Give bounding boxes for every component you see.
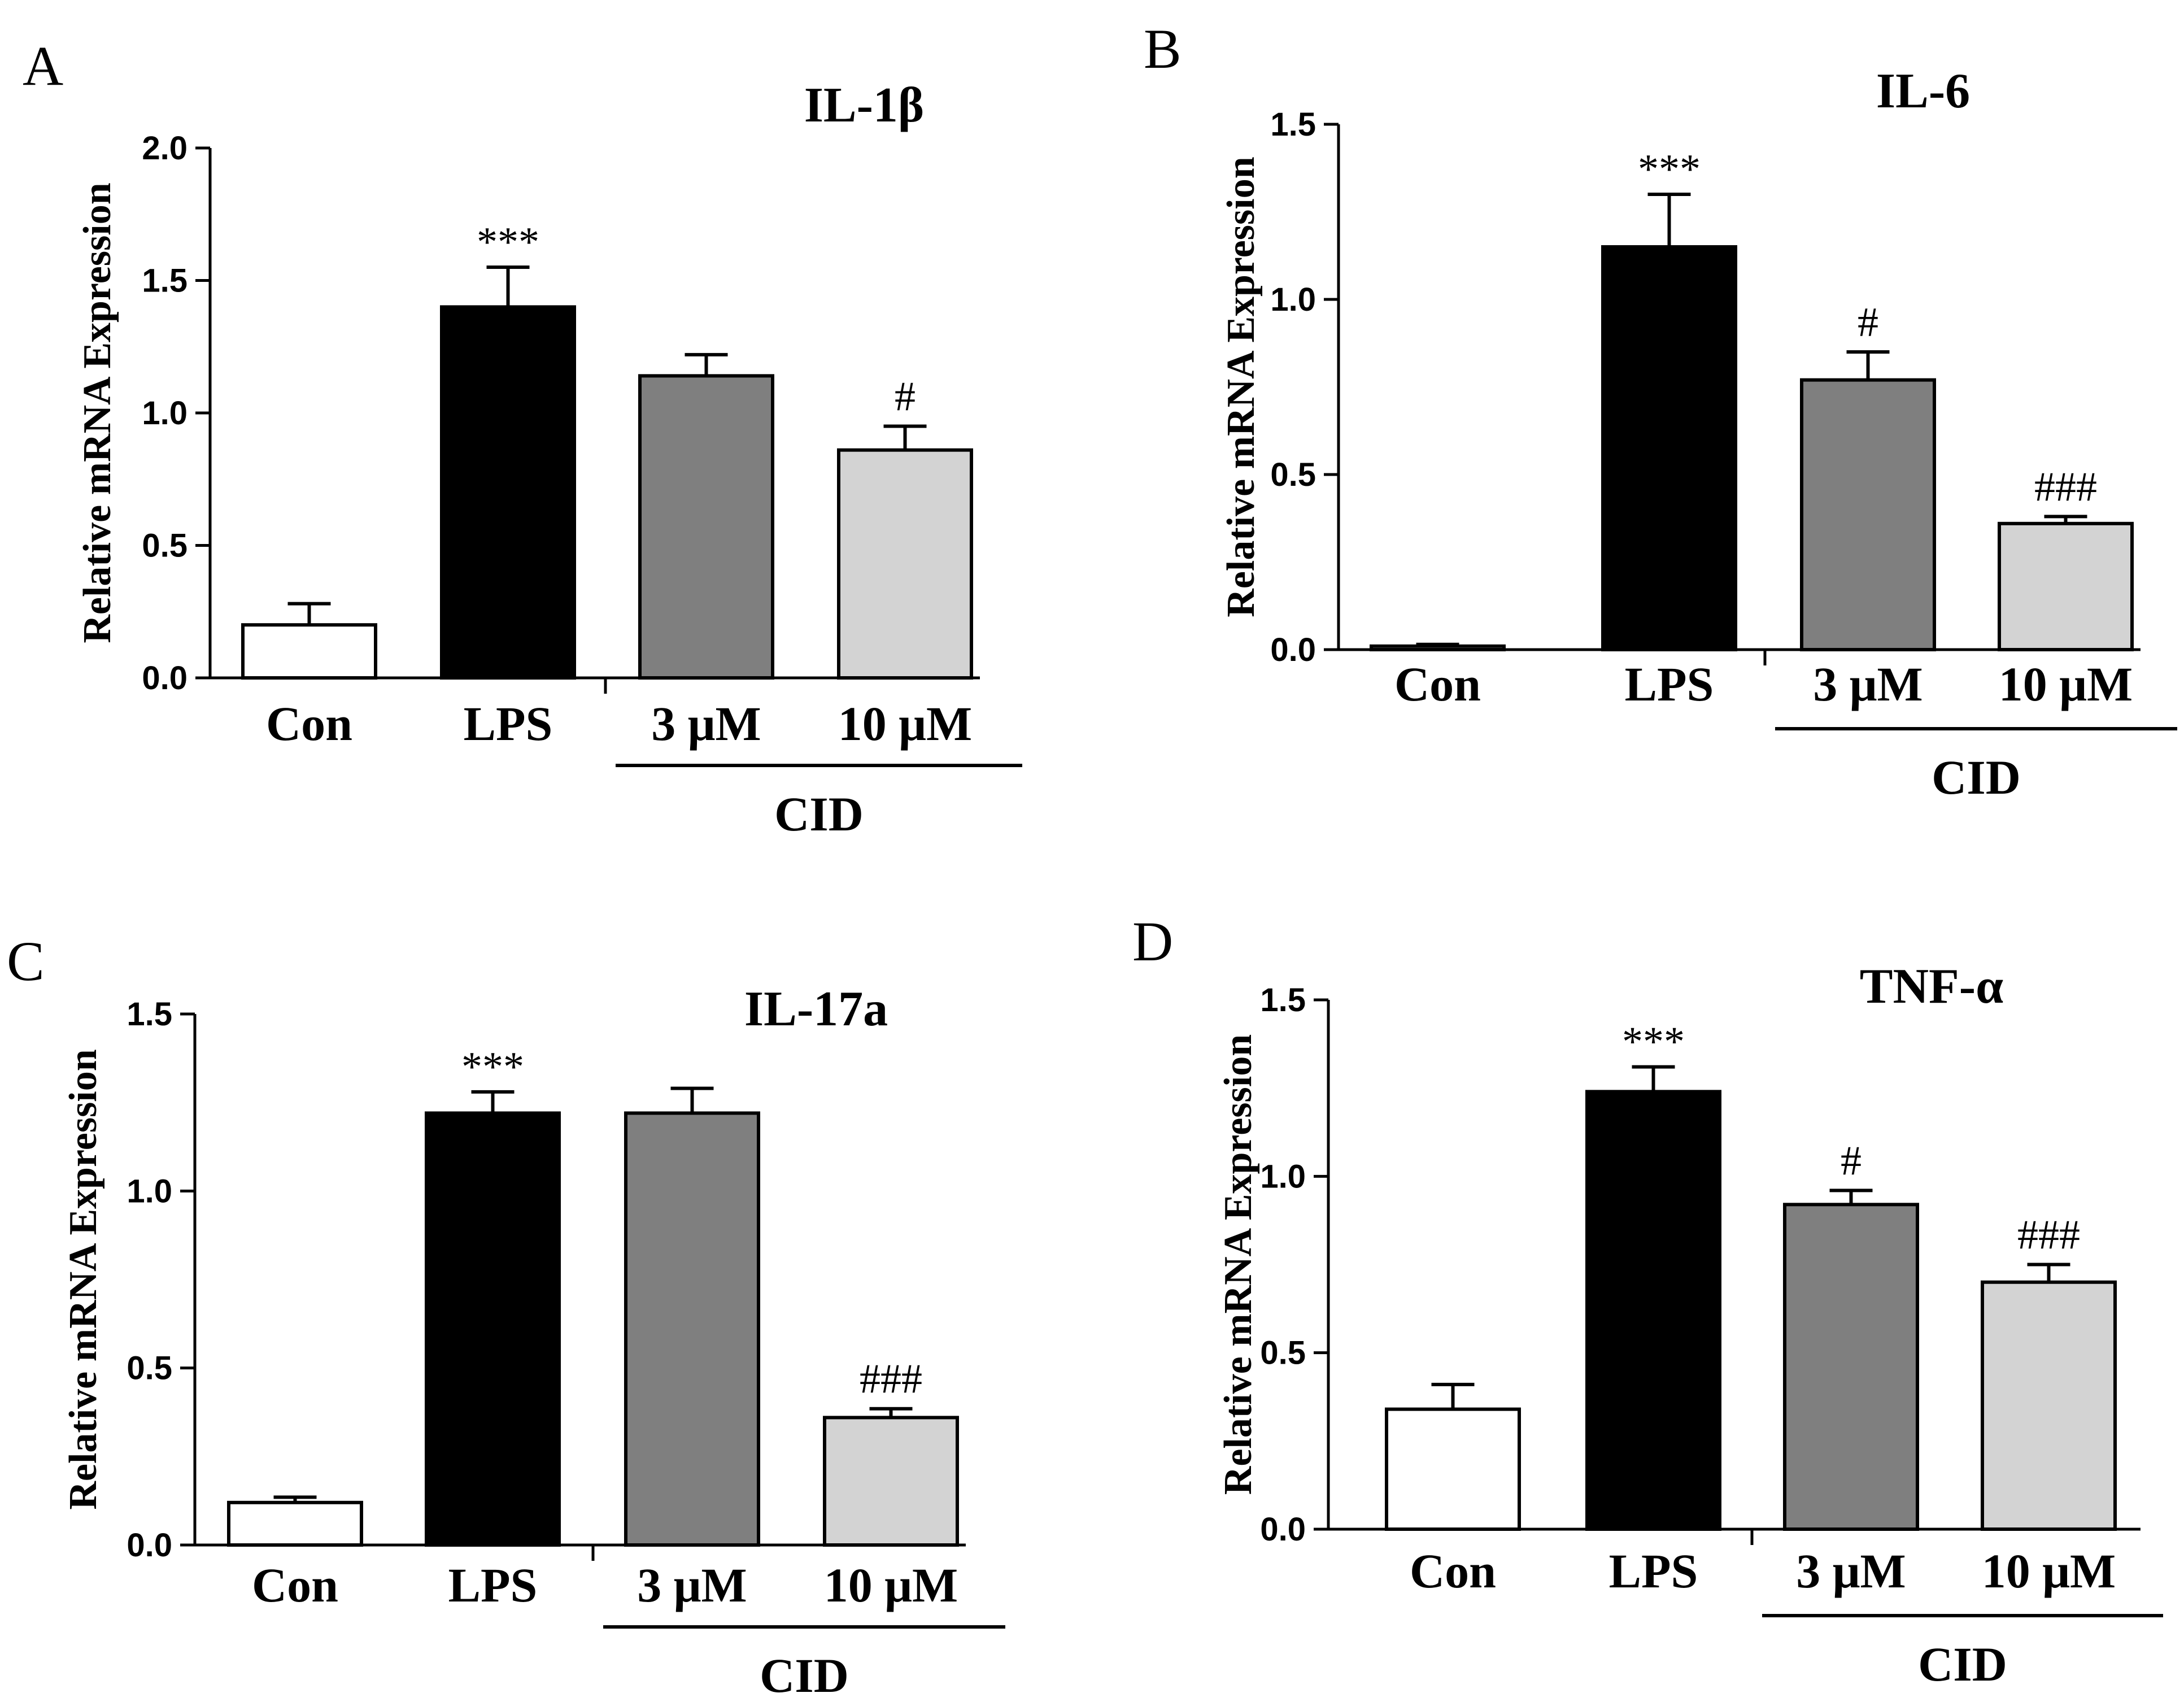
bar-10-um bbox=[1981, 1280, 2117, 1531]
x-tick-label: Con bbox=[1394, 657, 1481, 711]
significance-marker: # bbox=[895, 373, 916, 420]
y-tick-label: 0.0 bbox=[1270, 632, 1316, 668]
panel-letter: D bbox=[1132, 910, 1173, 973]
x-tick-label: 3 μM bbox=[651, 697, 761, 751]
y-tick-label: 1.0 bbox=[1270, 281, 1316, 318]
panel-letter: B bbox=[1144, 18, 1182, 80]
bar-lps bbox=[425, 1111, 561, 1547]
y-tick-label: 0.0 bbox=[142, 660, 188, 697]
bar-lps bbox=[1601, 245, 1737, 651]
y-tick-label: 0.5 bbox=[127, 1350, 172, 1387]
bar-10-um bbox=[823, 1416, 959, 1547]
panel-letter: C bbox=[7, 930, 45, 993]
x-tick-label: Con bbox=[252, 1558, 338, 1612]
y-tick-label: 1.5 bbox=[1270, 106, 1316, 143]
group-label: CID bbox=[1932, 750, 2021, 804]
bar-con bbox=[1370, 644, 1506, 652]
y-tick-label: 1.0 bbox=[1260, 1158, 1306, 1195]
bar-3-um bbox=[624, 1111, 760, 1547]
y-tick-label: 1.0 bbox=[127, 1173, 172, 1209]
y-tick-label: 0.5 bbox=[1260, 1335, 1306, 1372]
y-tick-label: 0.5 bbox=[1270, 456, 1316, 493]
chart-title: IL-1β bbox=[804, 78, 925, 133]
x-tick-label: 10 μM bbox=[838, 697, 972, 751]
x-tick-label: LPS bbox=[1625, 657, 1714, 711]
bar-10-um bbox=[1998, 521, 2134, 651]
bar-3-um bbox=[1800, 378, 1936, 651]
chart-title: IL-17a bbox=[744, 982, 888, 1037]
x-tick-label: LPS bbox=[1609, 1544, 1698, 1598]
significance-marker: *** bbox=[1638, 146, 1701, 193]
x-tick-label: Con bbox=[266, 697, 352, 751]
bar-con bbox=[241, 623, 377, 680]
significance-marker: # bbox=[1858, 299, 1878, 346]
group-label: CID bbox=[774, 787, 864, 841]
significance-marker: # bbox=[1841, 1138, 1862, 1184]
bar-con bbox=[227, 1500, 363, 1547]
y-axis-label: Relative mRNA Expression bbox=[1219, 156, 1263, 617]
significance-marker: *** bbox=[1622, 1019, 1685, 1065]
bar-3-um bbox=[1783, 1203, 1919, 1531]
y-axis-label: Relative mRNA Expression bbox=[1217, 1034, 1260, 1495]
x-tick-label: LPS bbox=[448, 1558, 538, 1612]
chart-title: TNF-α bbox=[1860, 959, 2003, 1014]
y-tick-label: 2.0 bbox=[142, 130, 188, 167]
x-tick-label: Con bbox=[1410, 1544, 1496, 1598]
bar-con bbox=[1385, 1407, 1521, 1531]
bar-10-um bbox=[837, 448, 973, 680]
group-label: CID bbox=[1918, 1637, 2007, 1691]
chart-panel-a: A IL-1β Relative mRNA Expression 0.0 0.5 1.0 1… bbox=[23, 34, 1022, 841]
x-tick-label: 3 μM bbox=[637, 1558, 747, 1612]
y-tick-label: 0.5 bbox=[142, 528, 188, 564]
significance-marker: ### bbox=[2034, 464, 2097, 510]
y-tick-label: 0.0 bbox=[127, 1527, 172, 1564]
y-axis-label: Relative mRNA Expression bbox=[62, 1049, 105, 1509]
x-tick-label: 10 μM bbox=[1999, 657, 2133, 711]
chart-panel-c: C IL-17a Relative mRNA Expression 0.0 0.5 1.0… bbox=[7, 930, 1005, 1703]
y-tick-label: 0.0 bbox=[1260, 1511, 1306, 1548]
y-tick-label: 1.5 bbox=[1260, 982, 1306, 1019]
significance-marker: ### bbox=[860, 1356, 922, 1403]
x-tick-label: 3 μM bbox=[1813, 657, 1923, 711]
x-tick-label: LPS bbox=[464, 697, 553, 751]
bar-lps bbox=[440, 305, 576, 680]
bar-lps bbox=[1585, 1090, 1721, 1531]
y-axis-label: Relative mRNA Expression bbox=[76, 182, 119, 643]
significance-marker: *** bbox=[461, 1044, 524, 1090]
x-tick-label: 10 μM bbox=[824, 1558, 958, 1612]
bar-3-um bbox=[638, 374, 774, 680]
y-tick-label: 1.5 bbox=[142, 263, 188, 299]
y-tick-label: 1.0 bbox=[142, 395, 188, 432]
x-tick-label: 10 μM bbox=[1982, 1544, 2116, 1598]
chart-title: IL-6 bbox=[1876, 64, 1970, 119]
panel-letter: A bbox=[23, 34, 63, 97]
significance-marker: *** bbox=[477, 219, 539, 266]
group-label: CID bbox=[760, 1648, 849, 1703]
significance-marker: ### bbox=[2017, 1212, 2080, 1259]
y-tick-label: 1.5 bbox=[127, 996, 172, 1033]
x-tick-label: 3 μM bbox=[1796, 1544, 1906, 1598]
